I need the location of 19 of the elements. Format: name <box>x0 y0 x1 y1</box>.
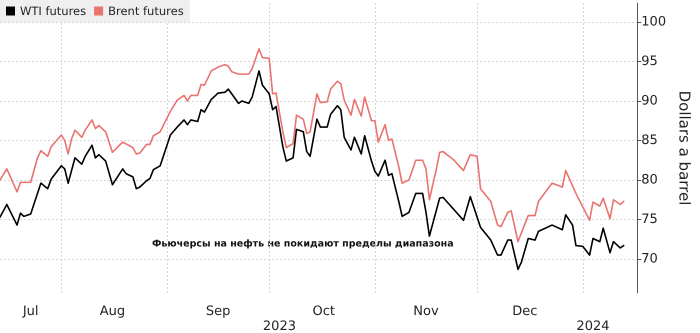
x-tick-label: Oct <box>312 304 335 319</box>
y-tick-label: 100 <box>641 14 666 30</box>
x-tick-label: Aug <box>100 304 126 319</box>
y-tick-label: 95 <box>641 54 658 69</box>
x-tick-label: Jul <box>22 304 39 319</box>
line-series <box>0 70 624 270</box>
y-tick-label: 85 <box>641 132 658 148</box>
x-tick-label: Dec <box>512 304 538 319</box>
y-axis-title: Dollars a barrel <box>676 90 694 206</box>
y-tick-label: 70 <box>641 252 658 267</box>
x2-tick-label: 2023 <box>262 319 296 333</box>
y-tick-label: 80 <box>641 172 658 188</box>
x-tick-label: Nov <box>413 304 439 319</box>
legend-label: WTI futures <box>20 4 86 18</box>
x2-tick-label: 2024 <box>576 319 610 333</box>
y-tick-label: 75 <box>641 212 658 228</box>
y-tick-label: 90 <box>641 93 658 108</box>
legend-label: Brent futures <box>108 4 184 18</box>
x-tick-label: Sep <box>206 304 230 319</box>
